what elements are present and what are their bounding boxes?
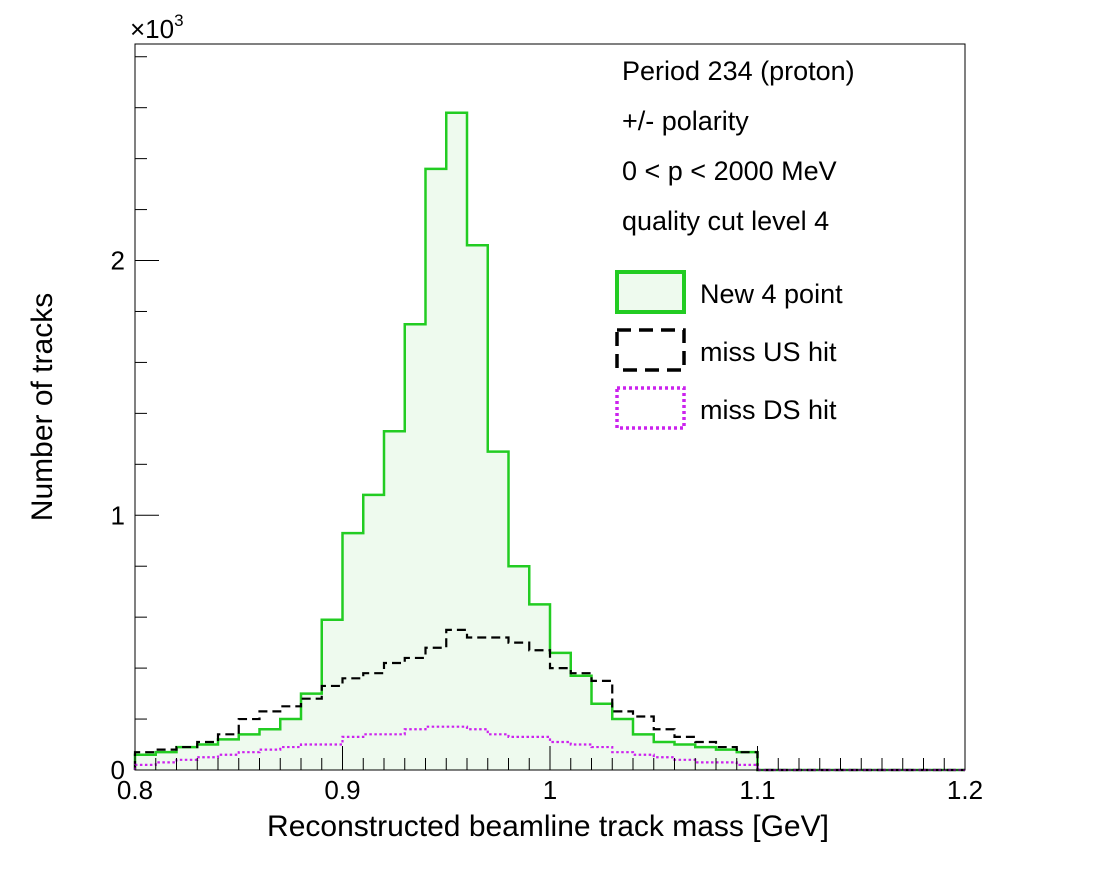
y-axis: 0 1 2 xyxy=(111,56,159,785)
series-fill-new-4-point xyxy=(135,112,965,771)
series-line-miss-us-hit xyxy=(133,628,965,772)
series-line-miss-ds-hit xyxy=(133,725,965,772)
x-tick-label: 1.2 xyxy=(947,775,983,805)
y-tick-label: 0 xyxy=(111,755,125,785)
legend: New 4 point miss US hit miss DS hit xyxy=(615,270,843,430)
legend-swatch xyxy=(615,386,686,430)
y-tick-label: 1 xyxy=(111,500,125,530)
x-axis-label: Reconstructed beamline track mass [GeV] xyxy=(267,810,829,843)
series-layer xyxy=(133,111,965,772)
annotation-text: 0 < p < 2000 MeV xyxy=(622,156,837,186)
y-axis-multiplier-exponent: 3 xyxy=(174,11,183,30)
y-axis-multiplier: ×103 xyxy=(130,11,184,44)
x-tick-label: 0.8 xyxy=(117,775,153,805)
y-tick-label: 2 xyxy=(111,246,125,276)
x-tick-label: 0.9 xyxy=(324,775,360,805)
legend-label: miss DS hit xyxy=(700,395,837,425)
x-tick-label: 1.1 xyxy=(739,775,775,805)
y-axis-multiplier-base: ×10 xyxy=(130,14,174,44)
y-axis-label: Number of tracks xyxy=(26,293,59,521)
legend-swatch xyxy=(615,328,686,372)
legend-label: New 4 point xyxy=(700,279,843,309)
annotation-text: quality cut level 4 xyxy=(622,206,829,236)
annotation-text: +/- polarity xyxy=(622,106,749,136)
legend-label: miss US hit xyxy=(700,337,837,367)
legend-swatch xyxy=(615,270,686,314)
x-axis: 0.8 0.9 1 1.1 1.2 xyxy=(117,746,983,805)
annotation-block: Period 234 (proton) +/- polarity 0 < p < 2… xyxy=(622,56,855,236)
annotation-text: Period 234 (proton) xyxy=(622,56,855,86)
series-line-new-4-point xyxy=(133,111,965,772)
x-tick-label: 1 xyxy=(543,775,557,805)
